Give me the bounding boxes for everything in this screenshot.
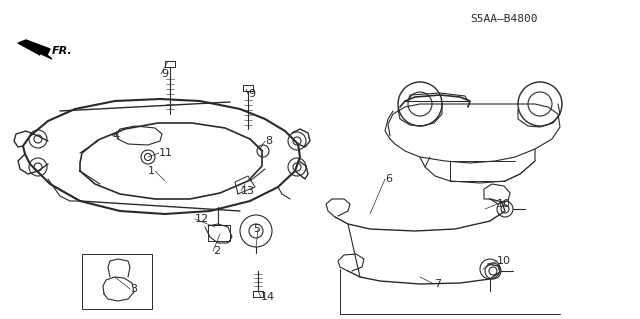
Text: 3: 3	[130, 284, 137, 294]
Text: 8: 8	[265, 136, 272, 146]
Text: 14: 14	[261, 292, 275, 302]
Text: 10: 10	[497, 256, 511, 266]
Text: 4: 4	[112, 131, 119, 141]
Text: 1: 1	[148, 166, 155, 176]
Polygon shape	[18, 40, 52, 59]
Text: 9: 9	[248, 89, 255, 99]
Text: 6: 6	[385, 174, 392, 184]
Text: FR.: FR.	[52, 46, 73, 56]
Text: 13: 13	[241, 186, 255, 196]
Text: S5AA–B4800: S5AA–B4800	[470, 14, 538, 24]
Text: 7: 7	[434, 279, 441, 289]
Bar	[208, 225, 230, 241]
Text: 9: 9	[161, 69, 168, 79]
Text: 12: 12	[195, 214, 209, 224]
Text: 5: 5	[253, 224, 260, 234]
Text: 11: 11	[159, 148, 173, 158]
Text: 2: 2	[213, 246, 220, 256]
Text: 10: 10	[497, 199, 511, 209]
Bar	[82, 254, 152, 309]
